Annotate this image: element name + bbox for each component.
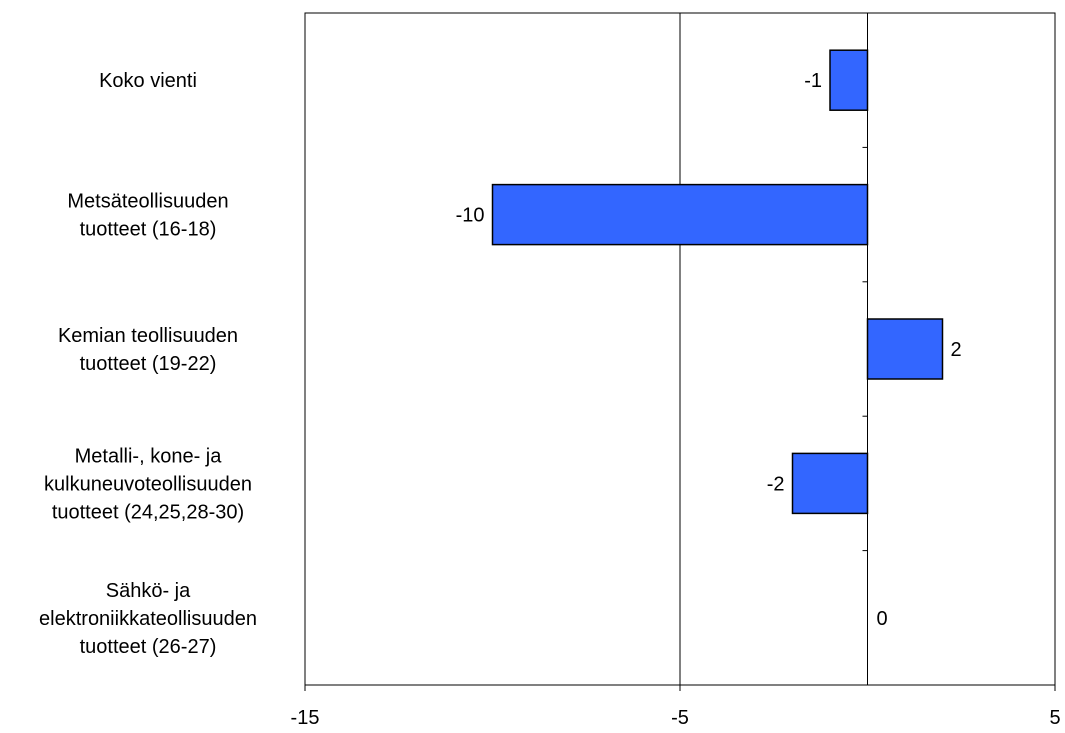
category-label-line: tuotteet (16-18)	[80, 219, 217, 241]
category-label-line: Metsäteollisuuden	[67, 191, 228, 213]
category-label: Kemian teollisuuden tuotteet (19-22)	[58, 325, 238, 375]
bar	[829, 49, 869, 111]
data-label: -1	[804, 70, 822, 92]
category-label: Metalli-, kone- ja kulkuneuvoteollisuuden…	[44, 445, 252, 523]
category-label-line: tuotteet (24,25,28-30)	[52, 501, 244, 523]
category-label-line: Metalli-, kone- ja	[75, 445, 223, 467]
data-label: 2	[951, 339, 962, 361]
data-label: 0	[877, 608, 888, 630]
bar	[866, 318, 944, 380]
data-label: -2	[767, 473, 785, 495]
category-label-line: Kemian teollisuuden	[58, 325, 238, 347]
category-label-line: tuotteet (19-22)	[80, 353, 217, 375]
category-label: Sähkö- ja elektroniikkateollisuuden tuotte…	[39, 580, 257, 658]
category-label-line: elektroniikkateollisuuden	[39, 608, 257, 630]
category-label-line: kulkuneuvoteollisuuden	[44, 473, 252, 495]
category-label: Metsäteollisuuden tuotteet (16-18)	[67, 191, 228, 241]
axis-layer: -15 -5 5	[291, 146, 1061, 729]
category-label-line: Sähkö- ja	[106, 580, 191, 602]
category-label-line: Koko vienti	[99, 70, 197, 92]
x-tick-label: -15	[291, 707, 320, 729]
label-layer: -1 Koko vienti -10 Metsäteollisuuden tuottee…	[39, 70, 962, 658]
bar	[791, 452, 869, 515]
category-label-line: tuotteet (26-27)	[80, 636, 217, 658]
x-tick-label: 5	[1049, 707, 1060, 729]
bar-layer	[491, 49, 944, 515]
data-label: -10	[456, 205, 485, 227]
x-tick-label: -5	[671, 707, 689, 729]
category-label: Koko vienti	[99, 70, 197, 92]
bar	[491, 183, 869, 246]
